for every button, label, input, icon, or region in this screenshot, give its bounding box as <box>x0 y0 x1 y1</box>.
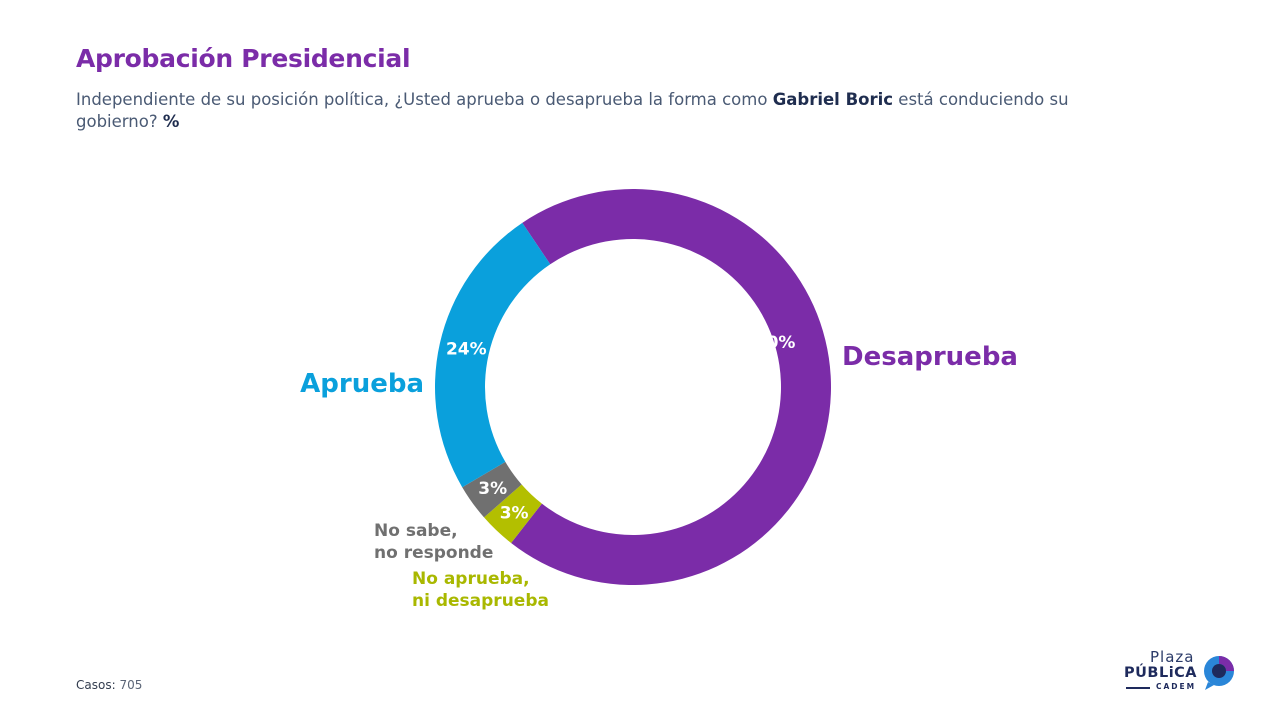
category-label-1-line-1: ni desaprueba <box>412 591 549 611</box>
footer-label: Casos <box>76 678 112 692</box>
category-label-2-line-1: no responde <box>374 543 493 563</box>
donut-slice-3 <box>435 222 551 488</box>
donut-slice-1 <box>484 484 542 544</box>
chart-title: Aprobación Presidencial <box>76 44 411 73</box>
logo-cadem-text: CADEM <box>1156 682 1197 691</box>
category-label-0-line-0: Desaprueba <box>842 342 1018 372</box>
logo-publica-text: PÚBLiCA <box>1124 665 1198 681</box>
speech-bubble-icon <box>1204 656 1234 690</box>
slice-value-label-3: 24% <box>446 340 487 360</box>
logo-plaza-text: Plaza <box>1150 648 1195 666</box>
slice-value-label-0: 70% <box>755 333 796 353</box>
chart-subtitle: Independiente de su posición política, ¿… <box>76 89 1076 133</box>
subtitle-text-2: está conduciendo su gobierno? <box>76 90 1069 131</box>
category-label-3-line-0: Aprueba <box>300 369 424 399</box>
slice-value-label-2: 3% <box>478 479 507 499</box>
category-label-2-line-0: No sabe, <box>374 521 458 541</box>
subtitle-name: Gabriel Boric <box>772 90 894 109</box>
donut-slice-2 <box>462 461 522 518</box>
logo-underline <box>1126 687 1150 689</box>
cadem-logo: Plaza PÚBLiCA CADEM <box>1120 648 1245 693</box>
category-label-1-line-0: No aprueba, <box>412 569 530 589</box>
slice-value-label-1: 3% <box>500 504 529 524</box>
footer-cases: Casos: 705 <box>76 678 143 692</box>
subtitle-unit: % <box>162 112 180 131</box>
subtitle-text-1: Independiente de su posición política, ¿… <box>76 90 773 109</box>
donut-slice-0 <box>511 188 831 585</box>
footer-value: 705 <box>119 678 143 692</box>
